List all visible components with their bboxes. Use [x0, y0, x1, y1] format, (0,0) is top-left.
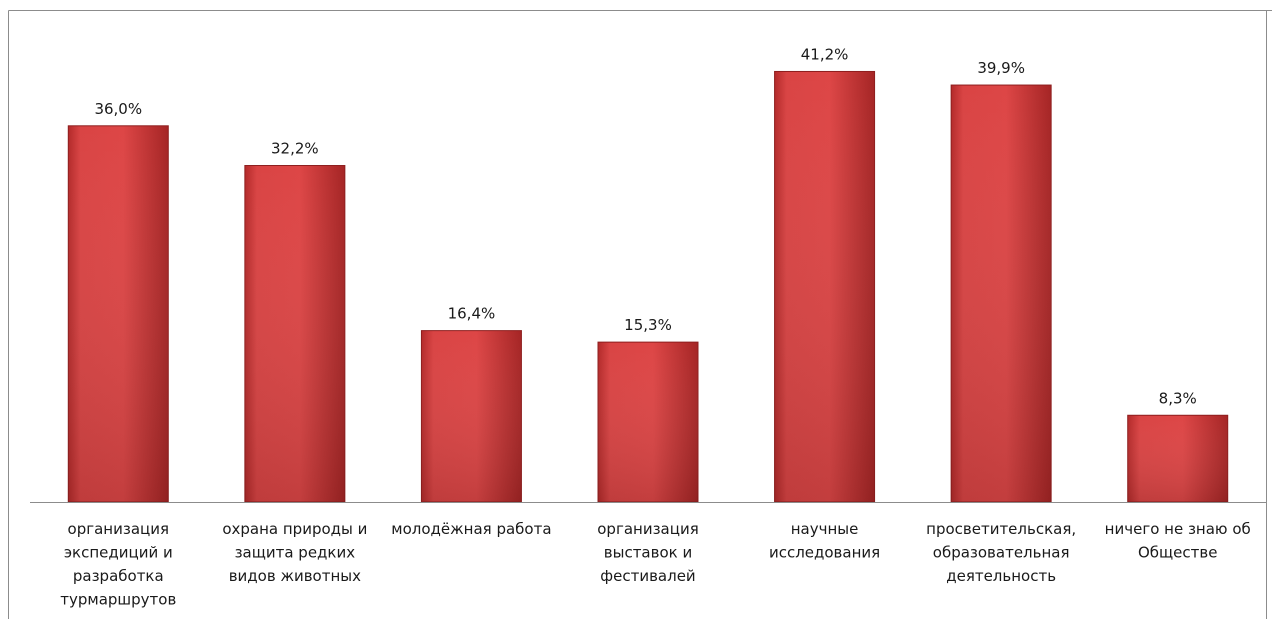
category-label-line: организация [597, 520, 698, 538]
category-label-line: защита редких [235, 544, 356, 562]
data-label: 15,3% [624, 316, 672, 334]
bar-shade [1127, 415, 1228, 502]
category-label-line: организация [68, 520, 169, 538]
bars-layer [67, 70, 1229, 503]
category-label-line: выставок и [604, 544, 692, 562]
data-label: 32,2% [271, 140, 319, 158]
category-label-line: исследования [769, 544, 880, 562]
category-label: организация выставок и фестивалей [597, 520, 698, 585]
category-label-line: разработка [73, 567, 164, 585]
labels-layer: 36,0% организация экспедиций и разработка ту… [60, 45, 1250, 608]
category-label: ничего не знаю об Обществе [1105, 520, 1251, 562]
category-label-line: турмаршрутов [60, 591, 176, 609]
category-label: просветительская, образовательная деятельн… [926, 520, 1076, 585]
category-label: научные исследования [769, 520, 880, 562]
data-label: 8,3% [1159, 389, 1197, 407]
category-label: организация экспедиций и разработка турмарш… [60, 520, 176, 609]
bar-shade [774, 71, 875, 503]
bar-shade [421, 330, 522, 502]
category-label-line: деятельность [946, 567, 1056, 585]
data-label: 39,9% [977, 59, 1025, 77]
data-label: 41,2% [801, 45, 849, 63]
category-label-line: образовательная [933, 544, 1070, 562]
category-label: охрана природы и защита редких видов живот… [222, 520, 367, 585]
category-label-line: охрана природы и [222, 520, 367, 538]
category-label-line: Обществе [1138, 544, 1217, 562]
category-label-line: ничего не знаю об [1105, 520, 1251, 538]
bar-shade [244, 165, 345, 502]
category-label-line: молодёжная работа [391, 520, 551, 538]
data-label: 36,0% [94, 100, 142, 118]
category-label-line: фестивалей [600, 567, 695, 585]
category-label-line: научные [791, 520, 859, 538]
bar-shade [951, 85, 1052, 503]
bar-shade [68, 125, 169, 503]
category-label-line: экспедиций и [64, 544, 173, 562]
category-label-line: просветительская, [926, 520, 1076, 538]
category-label: молодёжная работа [391, 520, 551, 538]
data-label: 16,4% [448, 305, 496, 323]
category-label-line: видов животных [229, 567, 361, 585]
bar-shade [598, 342, 698, 502]
